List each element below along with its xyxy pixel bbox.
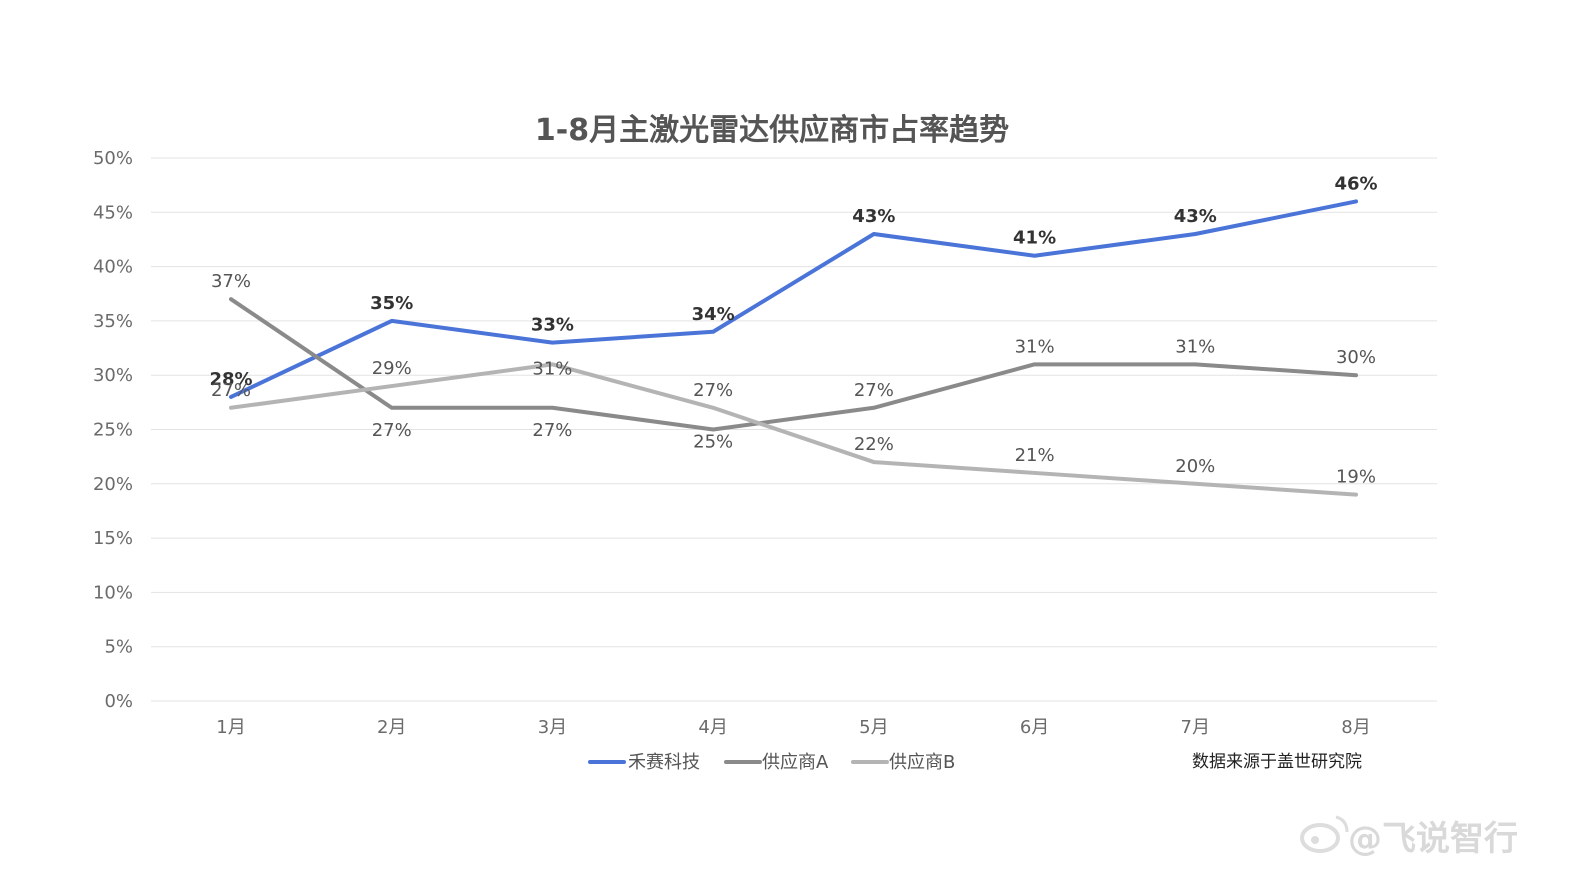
- x-tick-label: 3月: [538, 717, 567, 738]
- x-tick-label: 4月: [698, 717, 727, 738]
- legend-label: 禾赛科技: [628, 752, 700, 773]
- y-tick-label: 40%: [93, 257, 133, 278]
- data-label: 22%: [854, 434, 894, 455]
- data-point: [872, 405, 876, 410]
- data-labels: 28% 35% 33% 34% 43% 41% 43% 46% 37% 27% 27% 25% 27% 3…: [209, 173, 1377, 487]
- x-tick-label: 1月: [216, 717, 245, 738]
- data-point: [711, 427, 715, 432]
- data-point: [1032, 362, 1037, 367]
- data-label: 35%: [370, 293, 413, 314]
- data-point: [1354, 199, 1358, 204]
- data-label: 25%: [693, 432, 733, 453]
- data-label: 46%: [1334, 173, 1377, 194]
- data-label: 43%: [852, 206, 895, 227]
- series-line: [229, 362, 1358, 497]
- data-point: [389, 384, 394, 388]
- data-point: [389, 319, 394, 323]
- data-label: 41%: [1013, 228, 1056, 249]
- data-point: [550, 405, 555, 410]
- data-point: [550, 362, 555, 367]
- series-line: [229, 297, 1358, 432]
- x-axis: 1月 2月 3月 4月 5月 6月 7月 8月: [216, 717, 1370, 738]
- legend-item: 供应商B: [851, 752, 955, 773]
- x-tick-label: 8月: [1341, 717, 1370, 738]
- legend: 禾赛科技 供应商A 供应商B: [588, 752, 955, 773]
- x-tick-label: 5月: [859, 717, 888, 738]
- watermark: @飞说智行: [1300, 815, 1518, 859]
- data-point: [1193, 232, 1198, 236]
- y-tick-label: 0%: [104, 691, 133, 712]
- data-point: [1354, 373, 1358, 378]
- data-label: 27%: [211, 380, 251, 401]
- data-label: 31%: [1175, 336, 1215, 357]
- y-tick-label: 35%: [93, 311, 133, 332]
- x-tick-label: 2月: [377, 717, 406, 738]
- series-lines: [229, 199, 1358, 497]
- data-point: [229, 405, 233, 410]
- y-tick-label: 15%: [93, 528, 133, 549]
- x-tick-label: 7月: [1181, 717, 1210, 738]
- data-point: [550, 340, 555, 345]
- data-point: [1032, 471, 1037, 475]
- data-label: 27%: [854, 380, 894, 401]
- data-label: 27%: [693, 380, 733, 401]
- data-label: 33%: [531, 315, 574, 336]
- y-axis: 0% 5% 10% 15% 20% 25% 30% 35% 40% 45% 50%: [93, 148, 133, 712]
- data-label: 43%: [1174, 206, 1217, 227]
- legend-label: 供应商B: [889, 752, 955, 773]
- data-point: [389, 405, 394, 410]
- y-tick-label: 5%: [104, 637, 133, 658]
- x-tick-label: 6月: [1020, 717, 1049, 738]
- data-label: 37%: [211, 271, 251, 292]
- data-label: 31%: [532, 358, 572, 379]
- data-point: [1193, 482, 1198, 486]
- data-point: [872, 232, 876, 236]
- y-tick-label: 50%: [93, 148, 133, 169]
- data-label: 27%: [372, 420, 412, 441]
- data-label: 21%: [1015, 445, 1055, 466]
- y-tick-label: 30%: [93, 365, 133, 386]
- data-label: 34%: [692, 304, 735, 325]
- data-label: 28%: [209, 369, 252, 390]
- data-label: 27%: [532, 420, 572, 441]
- y-tick-label: 20%: [93, 474, 133, 495]
- data-point: [1032, 253, 1037, 258]
- weibo-logo-icon: [1300, 815, 1349, 853]
- chart-title: 1-8月主激光雷达供应商市占率趋势: [535, 113, 1009, 148]
- data-point: [711, 405, 715, 410]
- data-label: 29%: [372, 358, 412, 379]
- y-tick-label: 10%: [93, 582, 133, 603]
- grid-lines: [151, 157, 1437, 702]
- data-point: [872, 460, 876, 464]
- watermark-text: @飞说智行: [1348, 819, 1518, 859]
- data-point: [1354, 492, 1358, 497]
- y-tick-label: 25%: [93, 420, 133, 441]
- legend-item: 禾赛科技: [588, 752, 700, 773]
- data-label: 31%: [1015, 336, 1055, 357]
- legend-label: 供应商A: [762, 752, 829, 773]
- data-point: [229, 395, 233, 399]
- source-note: 数据来源于盖世研究院: [1192, 752, 1362, 772]
- y-tick-label: 45%: [93, 202, 133, 223]
- data-label: 20%: [1175, 456, 1215, 477]
- data-point: [1193, 362, 1198, 367]
- series-line: [229, 199, 1358, 399]
- data-label: 19%: [1336, 467, 1376, 488]
- data-label: 30%: [1336, 347, 1376, 368]
- legend-item: 供应商A: [724, 752, 829, 773]
- data-point: [711, 329, 715, 334]
- data-point: [229, 297, 233, 301]
